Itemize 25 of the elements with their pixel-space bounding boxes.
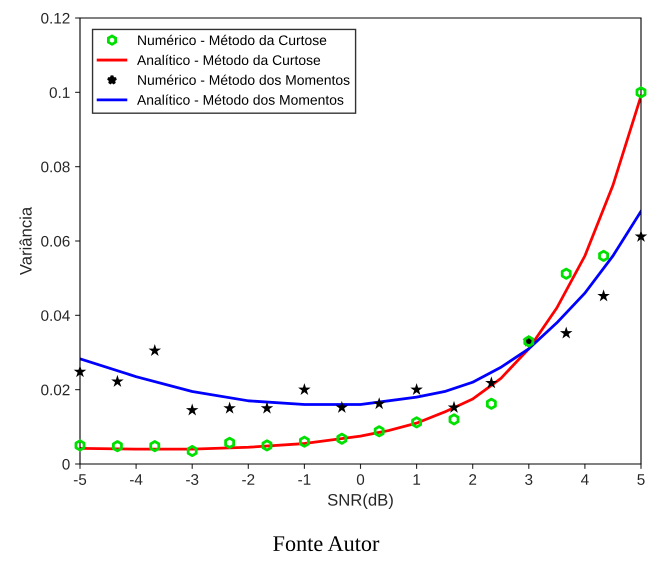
x-tick-label: -2 [242, 474, 254, 485]
x-tick-label: -5 [74, 474, 86, 485]
source-note: Fonte Autor [273, 536, 380, 552]
legend-label: Analítico - Método da Curtose [137, 54, 320, 66]
x-tick-label: -3 [186, 474, 198, 485]
legend-label: Numérico - Método dos Momentos [138, 74, 350, 85]
y-tick-label: 0.08 [41, 162, 70, 172]
y-tick-label: 0.12 [41, 12, 70, 24]
y-tick-label: 0.04 [41, 310, 70, 322]
x-tick-label: 2 [469, 474, 476, 485]
x-axis-title: SNR(dB) [328, 494, 393, 510]
x-tick-label: 4 [581, 474, 589, 485]
x-tick-label: 5 [637, 474, 645, 485]
x-tick-label: -4 [130, 474, 142, 485]
y-axis-title: Variância [19, 206, 32, 276]
y-tick-label: 0.1 [50, 87, 70, 98]
x-tick-label: 0 [356, 474, 364, 485]
y-tick-label: 0.02 [41, 384, 70, 396]
x-tick-label: -1 [298, 474, 310, 485]
legend-label: Analítico - Método dos Momentos [137, 94, 344, 105]
y-tick-label: 0 [62, 458, 70, 470]
x-tick-label: 3 [525, 474, 532, 485]
legend-label: Numérico - Método da Curtose [138, 34, 326, 46]
y-tick-label: 0.06 [41, 236, 70, 247]
x-tick-label: 1 [414, 474, 420, 485]
